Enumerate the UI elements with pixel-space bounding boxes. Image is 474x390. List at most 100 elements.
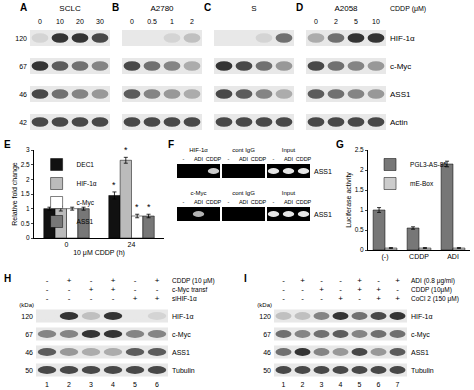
svg-text:CDDP: CDDP <box>206 156 222 162</box>
svg-text:-: - <box>273 199 275 205</box>
svg-text:ASS1: ASS1 <box>172 349 190 356</box>
svg-text:cont IgG: cont IgG <box>232 147 255 153</box>
svg-text:46: 46 <box>25 349 33 356</box>
svg-text:+: + <box>376 285 381 294</box>
svg-text:-: - <box>282 294 285 303</box>
svg-text:4: 4 <box>339 381 343 388</box>
svg-text:-: - <box>68 285 71 294</box>
svg-text:CDDP (10μM): CDDP (10μM) <box>411 286 452 294</box>
svg-text:I: I <box>244 273 247 284</box>
svg-text:3: 3 <box>320 381 324 388</box>
svg-text:67: 67 <box>263 331 271 338</box>
svg-text:-: - <box>282 285 285 294</box>
svg-text:-: - <box>68 294 71 303</box>
svg-text:*: * <box>112 180 116 190</box>
svg-text:ADI: ADI <box>194 199 204 205</box>
svg-text:2: 2 <box>301 381 305 388</box>
svg-text:-: - <box>183 156 185 162</box>
svg-text:-: - <box>134 285 137 294</box>
svg-text:-: - <box>46 276 49 285</box>
svg-text:1.5: 1.5 <box>21 190 30 197</box>
svg-text:S: S <box>251 4 256 13</box>
svg-text:CDDP: CDDP <box>251 199 267 205</box>
svg-text:c-Myc: c-Myc <box>77 199 95 207</box>
svg-text:c-Myc: c-Myc <box>172 331 191 339</box>
svg-text:HIF-1α: HIF-1α <box>411 313 433 320</box>
svg-text:A2058: A2058 <box>334 4 358 13</box>
svg-text:CDDP: CDDP <box>296 156 312 162</box>
svg-text:ASS1: ASS1 <box>77 218 94 225</box>
svg-text:Relative fold change: Relative fold change <box>11 162 19 226</box>
svg-text:-: - <box>46 285 49 294</box>
svg-text:+: + <box>300 276 305 285</box>
svg-text:+: + <box>133 294 138 303</box>
svg-text:+: + <box>395 294 400 303</box>
svg-text:H: H <box>4 273 11 284</box>
svg-text:-: - <box>134 276 137 285</box>
svg-text:-: - <box>320 294 323 303</box>
svg-text:2: 2 <box>26 176 30 183</box>
svg-text:F: F <box>168 139 174 150</box>
svg-text:A2780: A2780 <box>150 4 174 13</box>
svg-text:+: + <box>376 294 381 303</box>
svg-text:(kDa): (kDa) <box>19 302 34 308</box>
svg-text:2: 2 <box>190 18 194 25</box>
svg-text:2: 2 <box>334 18 338 25</box>
svg-text:c-Myc: c-Myc <box>191 190 207 196</box>
svg-text:6: 6 <box>377 381 381 388</box>
svg-text:-: - <box>90 294 93 303</box>
svg-text:+: + <box>155 276 160 285</box>
svg-text:0.5: 0.5 <box>355 226 364 233</box>
svg-text:10: 10 <box>372 18 380 25</box>
svg-text:-: - <box>358 294 361 303</box>
svg-text:CDDP (10 μM): CDDP (10 μM) <box>172 277 215 285</box>
svg-text:5: 5 <box>358 381 362 388</box>
svg-text:*: * <box>135 202 139 212</box>
svg-text:(-): (-) <box>382 253 389 261</box>
svg-text:ADI (0.8 μg/ml): ADI (0.8 μg/ml) <box>411 277 455 285</box>
svg-text:20: 20 <box>76 18 84 25</box>
svg-text:ADI: ADI <box>239 156 249 162</box>
svg-text:1: 1 <box>360 206 364 213</box>
svg-text:+: + <box>357 276 362 285</box>
svg-text:+: + <box>155 294 160 303</box>
svg-text:-: - <box>156 285 159 294</box>
svg-text:-: - <box>396 285 399 294</box>
svg-text:4: 4 <box>111 381 115 388</box>
svg-text:-: - <box>320 276 323 285</box>
svg-text:+: + <box>67 276 72 285</box>
svg-text:3: 3 <box>89 381 93 388</box>
svg-text:ADI: ADI <box>284 156 294 162</box>
svg-text:c-Myc: c-Myc <box>411 331 430 339</box>
svg-text:ADI: ADI <box>447 253 459 260</box>
svg-text:A: A <box>20 2 27 13</box>
svg-text:Tubulin: Tubulin <box>172 367 195 374</box>
svg-text:-: - <box>282 276 285 285</box>
svg-text:-: - <box>112 294 115 303</box>
svg-text:cont IgG: cont IgG <box>232 190 255 196</box>
svg-text:42: 42 <box>19 119 27 126</box>
svg-text:PGL3-AS-85: PGL3-AS-85 <box>410 161 447 168</box>
svg-text:SCLC: SCLC <box>59 4 81 13</box>
svg-text:+: + <box>338 294 343 303</box>
svg-text:1: 1 <box>26 205 30 212</box>
svg-text:0: 0 <box>130 18 134 25</box>
svg-text:CDDP: CDDP <box>206 199 222 205</box>
svg-text:1: 1 <box>282 381 286 388</box>
svg-text:1: 1 <box>45 381 49 388</box>
svg-text:0: 0 <box>360 246 364 253</box>
svg-text:Input: Input <box>282 190 296 196</box>
svg-text:120: 120 <box>15 35 27 42</box>
svg-text:CDDP: CDDP <box>251 156 267 162</box>
svg-text:+: + <box>89 285 94 294</box>
svg-text:5: 5 <box>354 18 358 25</box>
svg-text:-: - <box>301 294 304 303</box>
svg-text:24: 24 <box>128 241 136 248</box>
svg-text:HIF-1α: HIF-1α <box>172 313 194 320</box>
svg-text:Tubulin: Tubulin <box>411 367 434 374</box>
svg-text:+: + <box>319 285 324 294</box>
svg-text:-: - <box>339 285 342 294</box>
svg-text:2.5: 2.5 <box>21 161 30 168</box>
svg-text:10: 10 <box>56 18 64 25</box>
svg-text:120: 120 <box>259 313 271 320</box>
